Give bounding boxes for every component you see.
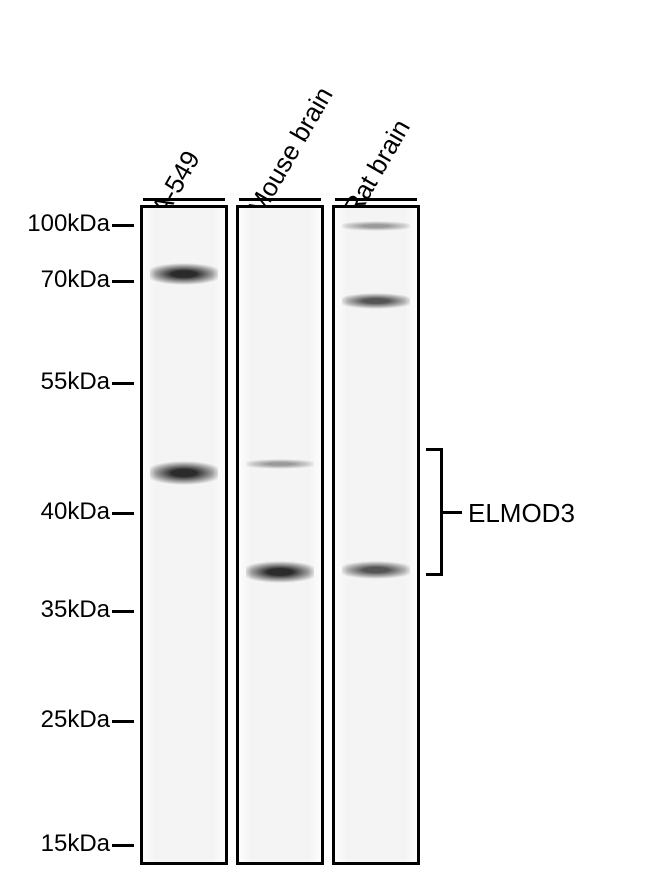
lane-mouse-brain	[236, 205, 324, 865]
mw-label: 25kDa	[0, 706, 110, 734]
bracket-arm-bottom	[426, 573, 440, 576]
bracket-arm-top	[426, 448, 440, 451]
mw-tick	[112, 224, 134, 227]
mw-tick	[112, 720, 134, 723]
band	[246, 561, 315, 583]
band	[150, 461, 219, 485]
mw-tick	[112, 382, 134, 385]
lane-gradient	[239, 208, 321, 862]
lane-underline	[335, 198, 417, 201]
bracket-stem	[440, 511, 462, 514]
mw-tick	[112, 280, 134, 283]
band	[246, 459, 315, 469]
mw-tick	[112, 512, 134, 515]
western-blot-figure: 100kDa 70kDa 55kDa 40kDa 35kDa 25kDa 15k…	[0, 0, 650, 892]
lane-underline	[143, 198, 225, 201]
lane-gradient	[143, 208, 225, 862]
lane-underline	[239, 198, 321, 201]
mw-label: 40kDa	[0, 498, 110, 526]
band	[342, 221, 411, 231]
mw-label: 70kDa	[0, 266, 110, 294]
band	[342, 561, 411, 579]
mw-label: 55kDa	[0, 368, 110, 396]
mw-label: 15kDa	[0, 830, 110, 858]
lane-rat-brain	[332, 205, 420, 865]
protein-label: ELMOD3	[468, 498, 575, 529]
mw-tick	[112, 610, 134, 613]
band	[150, 263, 219, 285]
band	[342, 293, 411, 309]
lane-a549	[140, 205, 228, 865]
mw-tick	[112, 844, 134, 847]
mw-label: 100kDa	[0, 210, 110, 238]
mw-label: 35kDa	[0, 596, 110, 624]
